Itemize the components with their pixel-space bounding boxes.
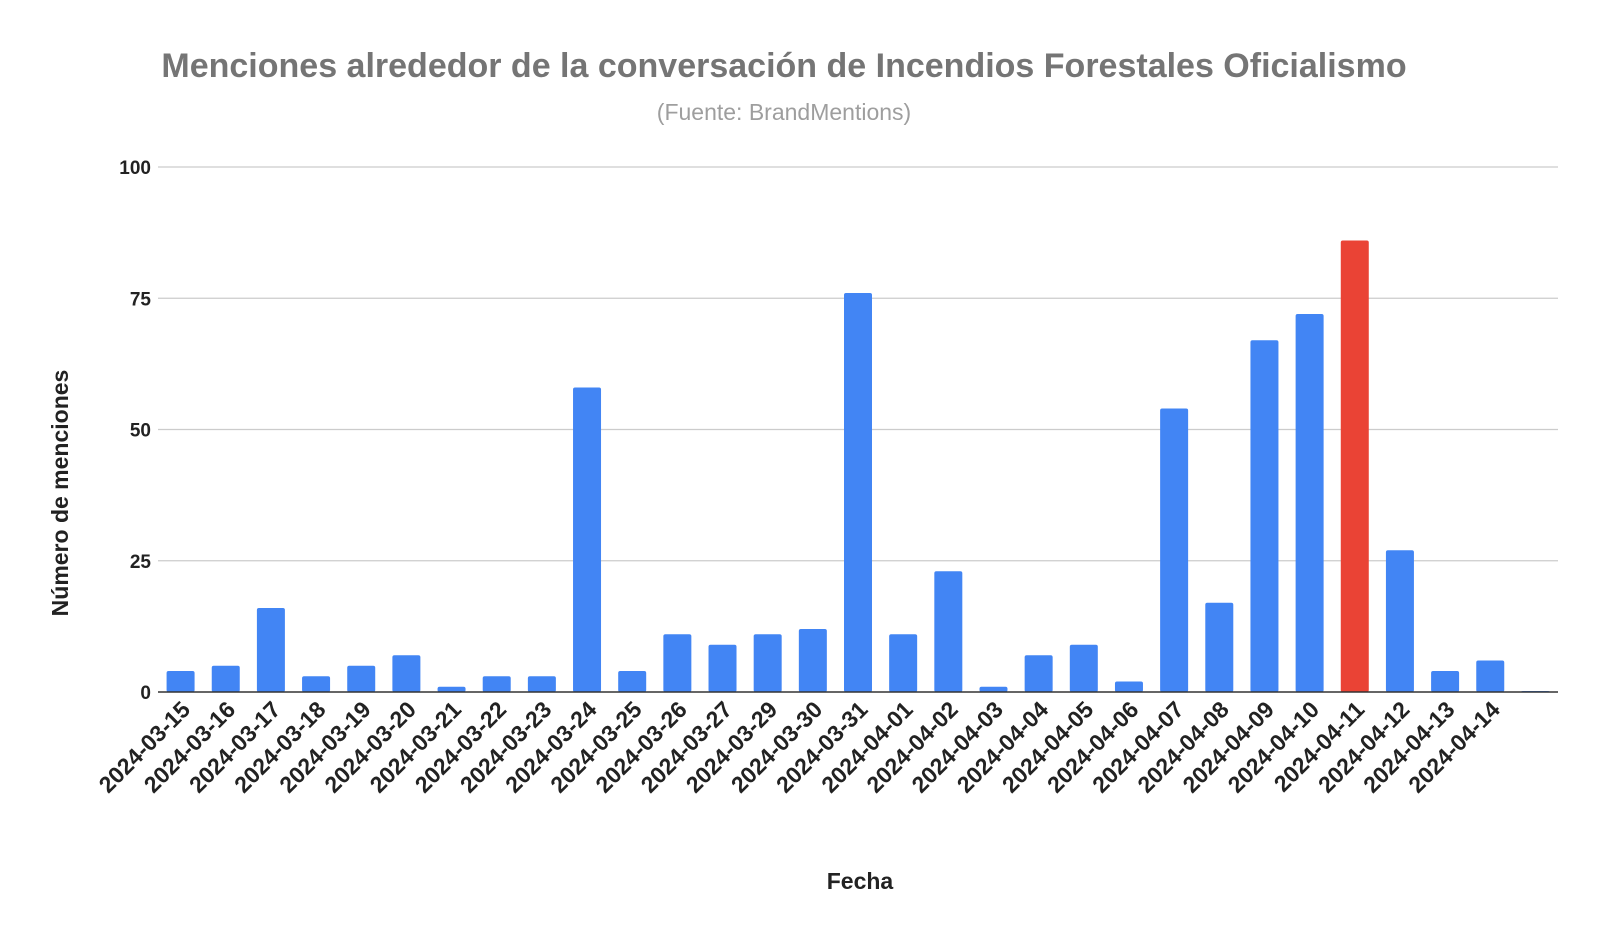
bar xyxy=(1476,660,1505,692)
bar xyxy=(1250,340,1279,692)
bar xyxy=(708,644,737,692)
bar xyxy=(211,665,240,692)
bar xyxy=(347,665,376,692)
bar xyxy=(934,571,963,692)
bar xyxy=(753,634,782,692)
bar xyxy=(573,387,602,692)
bar xyxy=(166,671,195,692)
y-axis-label: Número de menciones xyxy=(47,370,73,617)
bar xyxy=(482,676,511,692)
bar xyxy=(1385,550,1414,692)
bar xyxy=(1340,240,1369,692)
bar xyxy=(889,634,918,692)
bar xyxy=(1024,655,1053,692)
y-tick-label: 0 xyxy=(140,683,151,704)
bar xyxy=(1295,314,1324,692)
y-tick-label: 100 xyxy=(119,158,151,179)
bar xyxy=(1205,602,1234,692)
bar xyxy=(437,686,466,692)
bar xyxy=(1431,671,1460,692)
bar xyxy=(979,686,1008,692)
y-tick-label: 25 xyxy=(130,552,152,573)
chart-subtitle: (Fuente: BrandMentions) xyxy=(657,99,911,125)
bar xyxy=(1114,681,1143,692)
bar xyxy=(798,629,827,692)
bar xyxy=(844,293,872,692)
bar xyxy=(1160,408,1189,692)
chart-title: Menciones alrededor de la conversación d… xyxy=(161,47,1406,85)
bar xyxy=(527,676,556,692)
y-axis-ticks: 0 25 50 75 100 xyxy=(119,158,151,704)
bar xyxy=(663,634,692,692)
x-axis-ticks: 2024-03-152024-03-162024-03-172024-03-18… xyxy=(94,696,1505,798)
bar xyxy=(1069,644,1098,692)
bar xyxy=(256,608,285,692)
bar xyxy=(618,671,647,692)
y-tick-label: 75 xyxy=(130,289,152,310)
x-axis-label: Fecha xyxy=(827,868,894,894)
y-tick-label: 50 xyxy=(130,421,151,442)
bars xyxy=(166,240,1550,692)
bar xyxy=(392,655,421,692)
bar xyxy=(302,676,331,692)
